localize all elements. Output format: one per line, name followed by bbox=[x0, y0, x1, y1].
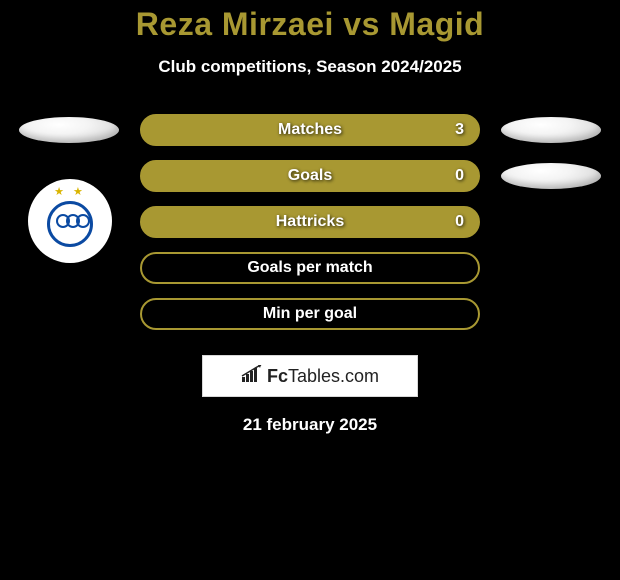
stat-value: 0 bbox=[455, 167, 464, 185]
stat-label: Hattricks bbox=[276, 213, 344, 231]
stat-label: Min per goal bbox=[263, 305, 357, 323]
stat-label: Goals per match bbox=[247, 259, 372, 277]
stat-bar: Hattricks 0 bbox=[140, 206, 480, 238]
stat-bar: Matches 3 bbox=[140, 114, 480, 146]
right-slot bbox=[498, 199, 604, 245]
logo-main: Tables bbox=[288, 366, 340, 386]
right-slot bbox=[498, 245, 604, 291]
right-slot bbox=[498, 153, 604, 199]
page-title: Reza Mirzaei vs Magid bbox=[0, 6, 620, 43]
left-slot bbox=[16, 107, 122, 153]
bar-chart-icon bbox=[241, 365, 263, 388]
stat-row: Min per goal bbox=[0, 291, 620, 337]
right-slot bbox=[498, 107, 604, 153]
stat-value: 3 bbox=[455, 121, 464, 139]
logo-text: FcTables.com bbox=[267, 366, 379, 387]
badge-ring-icon bbox=[47, 201, 93, 247]
star-icon: ★ ★ bbox=[54, 185, 86, 198]
player-ellipse-icon bbox=[501, 117, 601, 143]
stat-bar: Min per goal bbox=[140, 298, 480, 330]
stat-label: Matches bbox=[278, 121, 342, 139]
left-slot bbox=[16, 291, 122, 337]
stat-row: Matches 3 bbox=[0, 107, 620, 153]
stat-bar: Goals per match bbox=[140, 252, 480, 284]
player-ellipse-icon bbox=[501, 163, 601, 189]
player-ellipse-icon bbox=[19, 117, 119, 143]
subtitle: Club competitions, Season 2024/2025 bbox=[0, 57, 620, 77]
right-slot bbox=[498, 291, 604, 337]
date-line: 21 february 2025 bbox=[0, 415, 620, 435]
logo-suffix: .com bbox=[340, 366, 379, 386]
fctables-logo: FcTables.com bbox=[202, 355, 418, 397]
logo-prefix: Fc bbox=[267, 366, 288, 386]
stat-label: Goals bbox=[288, 167, 332, 185]
club-badge-wrapper: ★ ★ bbox=[19, 177, 121, 264]
stat-bar: Goals 0 bbox=[140, 160, 480, 192]
club-badge: ★ ★ bbox=[28, 179, 112, 263]
stat-value: 0 bbox=[455, 213, 464, 231]
